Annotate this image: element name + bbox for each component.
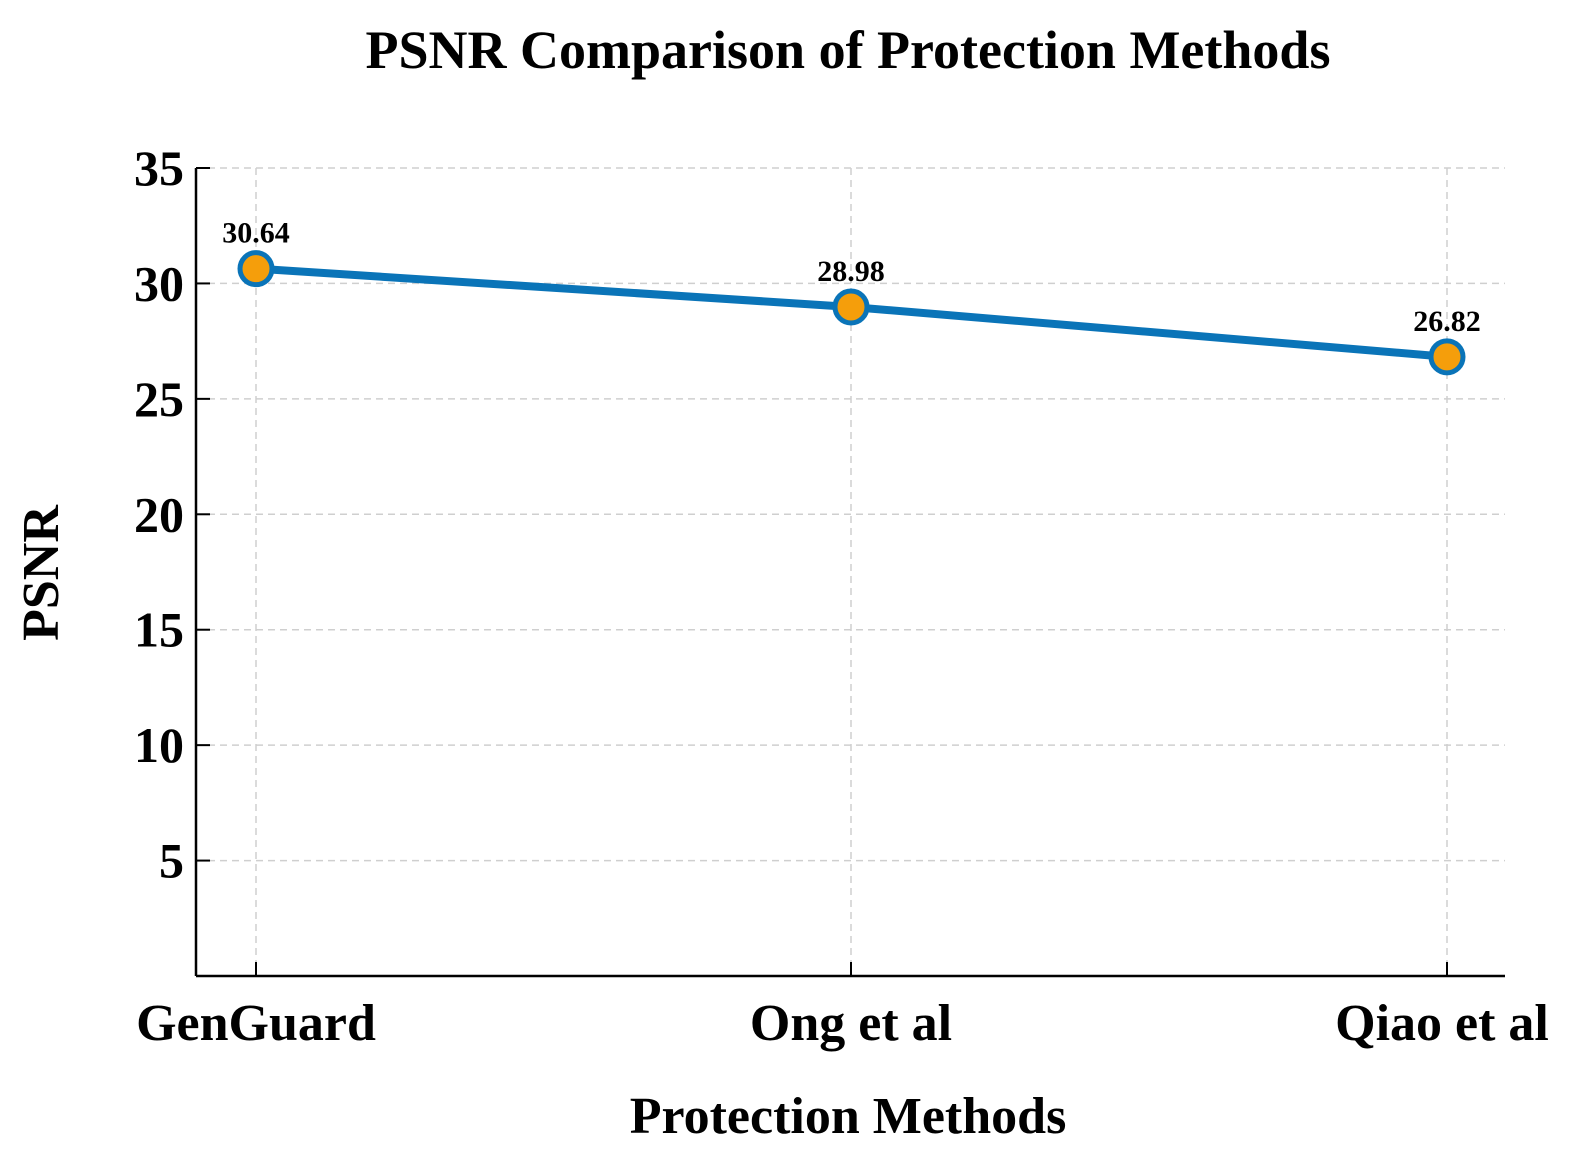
data-labels: 30.64 28.98 26.82 bbox=[222, 217, 1481, 338]
y-tick-label: 25 bbox=[134, 371, 184, 427]
y-tick-label: 30 bbox=[134, 255, 184, 311]
chart-title: PSNR Comparison of Protection Methods bbox=[366, 20, 1331, 80]
axes bbox=[194, 167, 1505, 978]
y-tick-label: 20 bbox=[134, 486, 184, 542]
x-axis-label: Protection Methods bbox=[630, 1088, 1067, 1145]
y-axis-label: PSNR bbox=[13, 504, 70, 641]
y-tick-label: 10 bbox=[134, 717, 184, 773]
data-label: 28.98 bbox=[817, 255, 885, 288]
data-point bbox=[832, 288, 870, 326]
data-label: 30.64 bbox=[222, 217, 290, 250]
y-tick-label: 5 bbox=[159, 833, 184, 889]
data-point bbox=[1428, 338, 1466, 376]
x-tick-label: GenGuard bbox=[136, 995, 376, 1052]
y-tick-label: 35 bbox=[134, 140, 184, 196]
data-series bbox=[237, 250, 1466, 376]
y-tick-label: 15 bbox=[134, 602, 184, 658]
data-point bbox=[237, 250, 275, 288]
data-label: 26.82 bbox=[1413, 305, 1481, 338]
x-tick-label: Ong et al bbox=[750, 995, 952, 1052]
x-tick-label: Qiao et al bbox=[1335, 995, 1549, 1052]
tick-labels: 5 10 15 20 25 30 35 GenGuard Ong et al Qiao et al bbox=[134, 140, 1549, 1052]
